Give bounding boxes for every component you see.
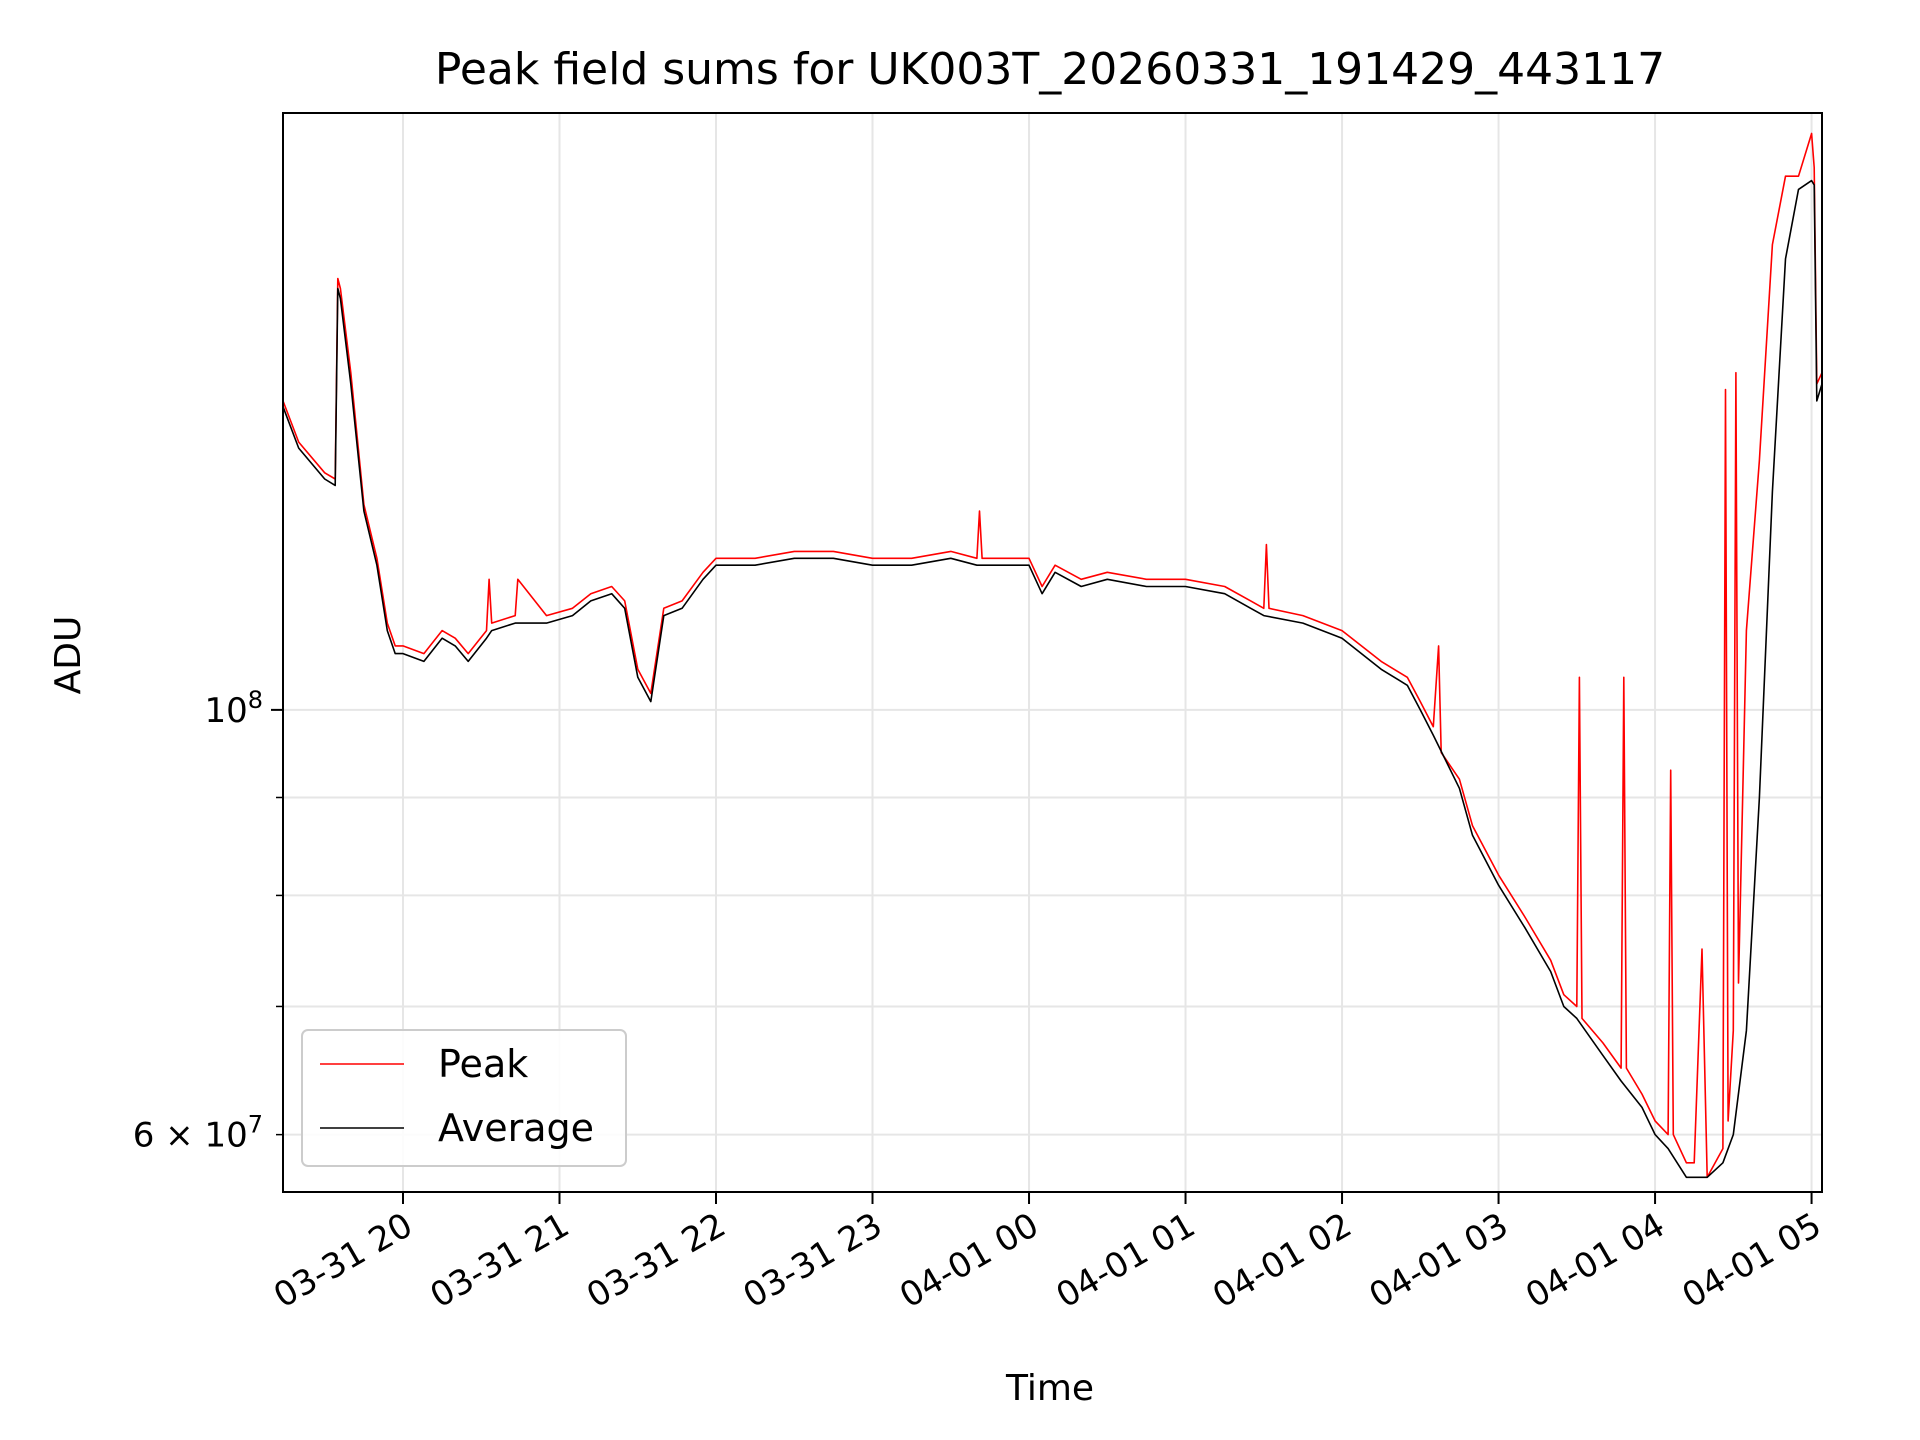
legend-label-peak: Peak — [438, 1042, 528, 1086]
plot-frame — [282, 112, 1823, 1193]
series-line-average — [282, 179, 1823, 1179]
series-line-peak — [282, 132, 1823, 1179]
legend-label-average: Average — [438, 1106, 594, 1150]
y-minor-tick-label: 6 × 107 — [133, 1111, 263, 1156]
legend: Peak Average — [301, 1029, 627, 1167]
x-axis-title: Time — [1005, 1368, 1094, 1409]
y-axis-title: ADU — [48, 616, 89, 695]
grid — [283, 113, 1822, 1192]
series-lines — [282, 132, 1823, 1179]
chart-title: Peak field sums for UK003T_20260331_1914… — [435, 44, 1665, 95]
